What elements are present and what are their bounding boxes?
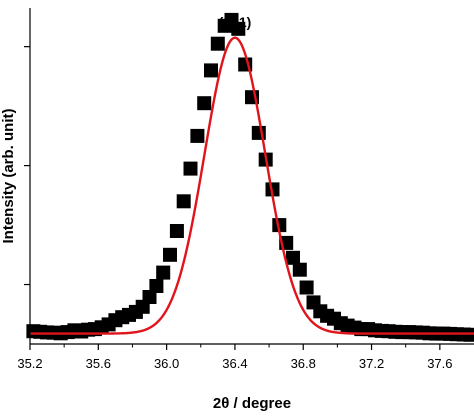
x-tick-label: 36.0 (154, 356, 179, 371)
data-point (231, 21, 246, 36)
data-point (149, 279, 164, 293)
data-point (197, 96, 212, 111)
y-ticks (24, 46, 30, 286)
peak-annotation: (101) (219, 14, 252, 30)
x-ticks: 35.2 35.6 36.0 36.4 36.8 37.2 37.6 (17, 344, 453, 371)
data-point (292, 262, 307, 277)
x-tick-label: 37.2 (359, 356, 384, 371)
data-point (156, 265, 171, 280)
y-axis-title: Intensity (arb. unit) (0, 108, 17, 243)
data-point (463, 327, 474, 342)
data-point (190, 128, 205, 143)
x-tick-label: 36.8 (291, 356, 316, 371)
x-axis-title: 2θ / degree (213, 395, 291, 412)
x-tick-label: 35.2 (17, 356, 42, 371)
data-point (176, 194, 191, 209)
data-point (299, 280, 314, 295)
axes: 35.2 35.6 36.0 36.4 36.8 37.2 37.6 (17, 8, 474, 371)
data-point (272, 218, 287, 233)
x-tick-label: 37.6 (427, 356, 452, 371)
data-point (210, 36, 225, 51)
data-markers (26, 12, 474, 342)
data-point (204, 63, 218, 78)
x-tick-label: 36.4 (222, 356, 247, 371)
data-point (286, 250, 300, 265)
data-point (183, 161, 198, 176)
data-point (169, 224, 184, 238)
fit-curve (30, 36, 474, 335)
data-point (163, 247, 177, 262)
x-tick-label: 35.6 (86, 356, 111, 371)
data-point (142, 290, 157, 304)
